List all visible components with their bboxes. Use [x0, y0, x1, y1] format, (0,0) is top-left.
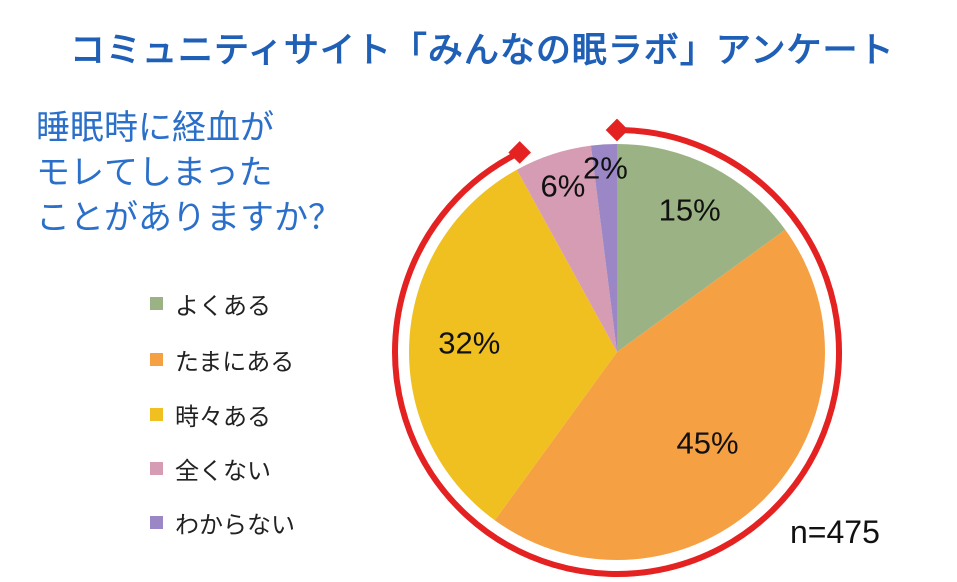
legend-swatch-sometimes [150, 408, 163, 421]
pie-slice-sometimes [408, 169, 617, 521]
pie-label-unknown: 2% [583, 150, 628, 185]
legend-swatch-often [150, 297, 163, 310]
legend-swatch-never [150, 462, 163, 475]
legend-swatch-occasionally [150, 353, 163, 366]
legend-item-occasionally: たまにある [150, 342, 294, 377]
question-line-3: ことがありますか？ [36, 198, 342, 238]
highlight-marker-end [508, 141, 531, 164]
legend-label-never: 全くない [175, 457, 271, 485]
page-title: コミュニティサイト「みんなの眠ラボ」アンケート [70, 31, 895, 71]
legend-label-often: よくある [175, 292, 271, 320]
legend-item-never: 全くない [150, 451, 271, 486]
pie-label-often: 15% [659, 192, 721, 227]
survey-question: 睡眠時に経血が モレてしまった ことがありますか？ [36, 106, 342, 241]
legend-item-unknown: わからない [150, 505, 295, 540]
pie-label-never: 6% [541, 169, 586, 204]
question-line-2: モレてしまった [36, 153, 273, 193]
legend-label-sometimes: 時々ある [175, 403, 271, 431]
pie-slice-unknown [590, 144, 617, 352]
pie-slice-often [617, 144, 786, 352]
question-line-1: 睡眠時に経血が [36, 108, 274, 148]
legend-swatch-unknown [150, 516, 163, 529]
highlight-marker-start [605, 118, 629, 142]
sample-size-label: n=475 [790, 514, 880, 550]
legend-item-sometimes: 時々ある [150, 397, 271, 432]
legend-label-unknown: わからない [175, 511, 295, 539]
legend-label-occasionally: たまにある [175, 348, 295, 376]
highlight-arc [392, 127, 842, 577]
pie-label-occasionally: 45% [676, 426, 738, 461]
legend-item-often: よくある [150, 286, 271, 321]
pie-slice-occasionally [494, 229, 825, 560]
pie-slice-never [516, 145, 617, 352]
pie-label-sometimes: 32% [438, 326, 500, 361]
